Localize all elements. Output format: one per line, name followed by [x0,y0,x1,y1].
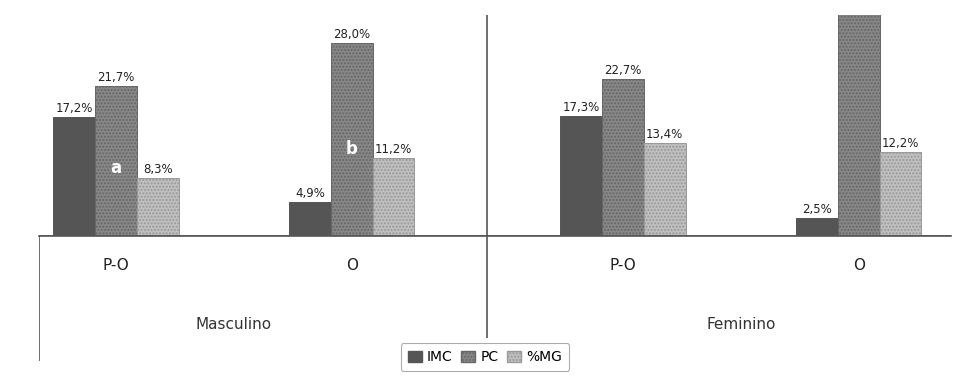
Text: 13,4%: 13,4% [645,128,683,141]
Bar [560,116,602,236]
Bar [372,158,414,236]
Bar [53,117,95,236]
Text: 17,3%: 17,3% [562,101,599,114]
Text: a: a [110,159,121,177]
Text: Masculino: Masculino [196,317,271,332]
Bar [137,179,178,236]
Text: 4,9%: 4,9% [295,187,325,200]
Text: 28,0%: 28,0% [333,28,370,41]
Text: Feminino: Feminino [705,317,775,332]
Text: 21,7%: 21,7% [97,71,135,84]
Text: 2,5%: 2,5% [801,203,831,216]
Bar [837,0,879,236]
Bar [289,202,330,236]
Text: P-O: P-O [609,258,636,273]
Text: 8,3%: 8,3% [142,163,172,176]
Text: 11,2%: 11,2% [374,143,412,157]
Bar [879,152,921,236]
Text: 17,2%: 17,2% [55,102,93,115]
Text: 12,2%: 12,2% [881,136,919,149]
Bar [330,43,372,236]
Legend: IMC, PC, %MG: IMC, PC, %MG [400,343,569,371]
Text: P-O: P-O [103,258,129,273]
Text: O: O [345,258,358,273]
Bar [643,143,685,236]
Text: b: b [346,140,358,158]
Bar [796,218,837,236]
Text: 22,7%: 22,7% [604,64,641,77]
Text: O: O [852,258,864,273]
Bar [95,86,137,236]
Bar [602,79,643,236]
